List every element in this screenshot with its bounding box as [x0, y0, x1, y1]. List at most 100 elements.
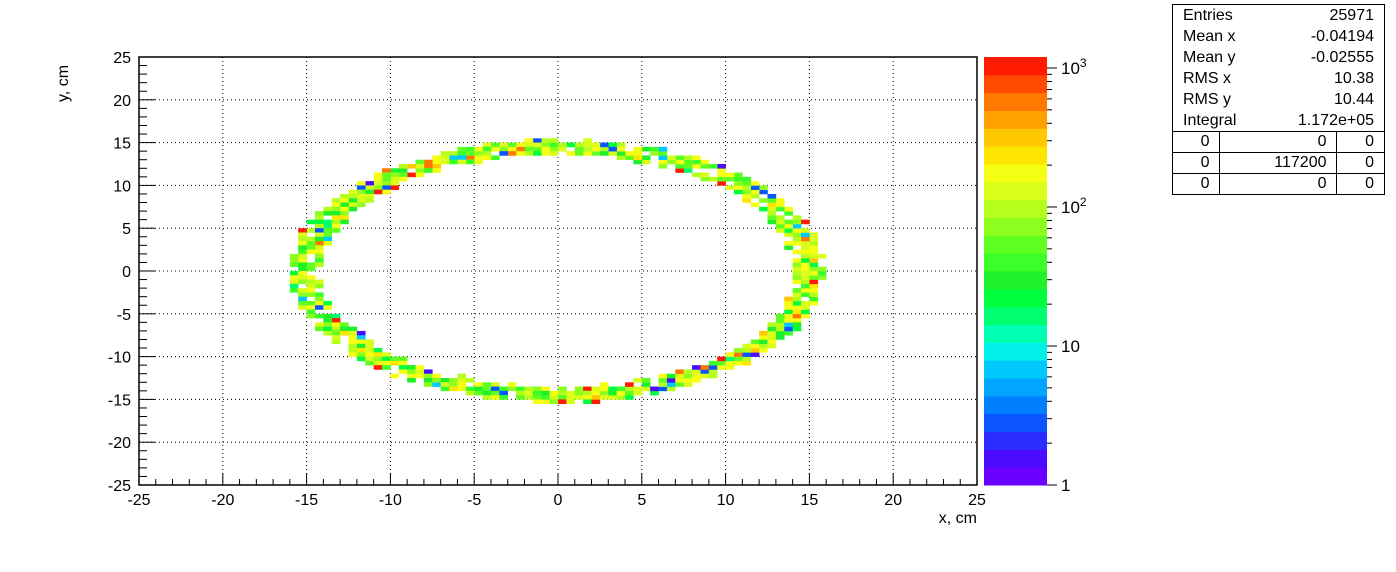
heatmap-cell [382, 356, 391, 362]
heatmap-cell [784, 313, 793, 319]
x-tick-label: 0 [554, 492, 563, 509]
heatmap-cell [599, 382, 609, 387]
heatmap-cell [742, 356, 752, 362]
heatmap-cell [465, 159, 475, 165]
heatmap-cell [382, 185, 391, 190]
heatmap-cell [407, 365, 416, 370]
heatmap-cell [306, 228, 316, 233]
heatmap-cell [675, 382, 684, 387]
heatmap-cell [591, 142, 601, 148]
heatmap-cell [507, 142, 517, 148]
heatmap-cell [717, 360, 726, 366]
heatmap-cell [784, 326, 793, 332]
heatmap-cell [692, 373, 701, 379]
heatmap-cell [700, 369, 710, 375]
heatmap-cell [767, 206, 777, 212]
heatmap-cell [365, 352, 374, 357]
heatmap-cell [767, 339, 777, 345]
heatmap-cell [314, 241, 324, 246]
heatmap-cell [314, 245, 324, 250]
color-scale-swatch [984, 199, 1047, 218]
heatmap-cell [733, 189, 743, 195]
heatmap-cell [801, 309, 810, 315]
heatmap-cell [775, 223, 785, 229]
heatmap-cell [407, 378, 416, 383]
heatmap-cell [423, 159, 433, 165]
stats-grid-cell: 0 [1336, 131, 1384, 153]
heatmap-cell [499, 151, 509, 156]
heatmap-cell [541, 142, 550, 148]
heatmap-cell [683, 373, 693, 379]
heatmap-cell [658, 382, 668, 387]
heatmap-cell [323, 300, 333, 306]
heatmap-cell [683, 382, 693, 387]
heatmap-cell [432, 168, 441, 173]
heatmap-cell [784, 211, 793, 216]
heatmap-cell [775, 313, 785, 319]
heatmap-cell [809, 279, 819, 285]
y-tick-label: -10 [108, 350, 131, 367]
heatmap-cell [298, 266, 307, 272]
heatmap-cell [298, 300, 307, 306]
heatmap-cell [683, 378, 693, 383]
x-tick-labels: -25 -20 -15 -10 -5 0 5 10 15 20 25 [127, 492, 986, 509]
heatmap-cell [348, 330, 358, 336]
heatmap-cell [314, 279, 324, 285]
heatmap-cell [415, 164, 425, 169]
heatmap-cell [692, 365, 701, 370]
stats-grid-cell: 0 [1219, 131, 1338, 153]
heatmap-cell [306, 249, 316, 255]
heatmap-cell [306, 266, 316, 272]
heatmap-cell [398, 369, 408, 375]
heatmap-cell [373, 352, 383, 357]
heatmap-cell [658, 164, 668, 169]
heatmap-cell [373, 185, 383, 190]
heatmap-cell [666, 386, 676, 392]
heatmap-cell [717, 164, 726, 169]
heatmap-cell [331, 223, 341, 229]
heatmap-cell [801, 283, 810, 289]
heatmap-cell [549, 142, 559, 148]
heatmap-cell [650, 151, 659, 156]
heatmap-cell [784, 241, 793, 246]
stats-label: Mean y [1183, 49, 1236, 66]
heatmap-cell [616, 142, 626, 148]
heatmap-cell [784, 206, 793, 212]
heatmap-cell [457, 151, 467, 156]
heatmap-cell [323, 330, 333, 336]
heatmap-cell [516, 390, 525, 396]
heatmap-cell [340, 322, 349, 327]
heatmap-cell [725, 365, 735, 370]
heatmap-cell [566, 142, 576, 148]
heatmap-cell [817, 266, 827, 272]
stats-grid-cell: 0 [1336, 173, 1384, 194]
heatmap-cell [490, 395, 500, 400]
stats-label: RMS y [1183, 91, 1231, 108]
heatmap-cell [474, 390, 483, 396]
heatmap-cell [817, 271, 827, 276]
heatmap-cell [314, 219, 324, 225]
heatmap-cell [591, 386, 601, 392]
heatmap-cell [591, 399, 601, 404]
heatmap-cell [725, 172, 735, 178]
heatmap-cell [457, 386, 467, 392]
heatmap-cell [641, 155, 651, 161]
heatmap-cell [289, 279, 299, 285]
heatmap-cell [415, 159, 425, 165]
color-scale-swatch [984, 235, 1047, 254]
heatmap-cell [759, 189, 768, 195]
heatmap-cell [356, 181, 366, 186]
heatmap-cell [759, 339, 768, 345]
heatmap-cell [440, 155, 450, 161]
heatmap-cell [767, 330, 777, 336]
color-scale-swatch [984, 342, 1047, 361]
heatmap-cell [482, 151, 492, 156]
heatmap-cell [306, 236, 316, 242]
heatmap-cell [633, 155, 643, 161]
heatmap-cell [700, 373, 710, 379]
heatmap-cell [775, 219, 785, 225]
heatmap-cell [482, 386, 492, 392]
heatmap-cell [432, 159, 441, 165]
heatmap-cell [666, 382, 676, 387]
heatmap-cell [809, 292, 819, 297]
